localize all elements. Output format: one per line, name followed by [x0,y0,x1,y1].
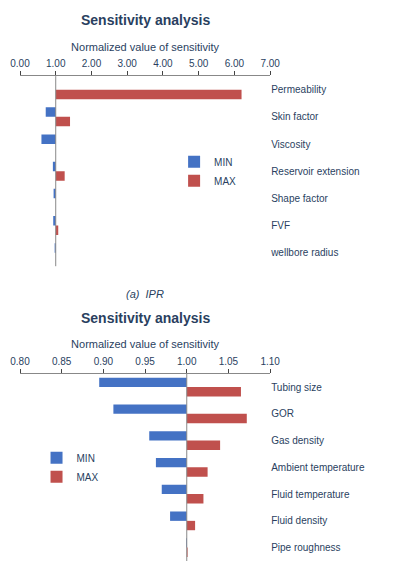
svg-text:(a) IPR: (a) IPR [126,288,164,300]
svg-text:Sensitivity analysis: Sensitivity analysis [81,310,210,326]
svg-text:Skin factor: Skin factor [271,111,319,122]
svg-text:Viscosity: Viscosity [271,139,310,150]
svg-text:1.05: 1.05 [219,356,239,367]
svg-text:Fluid density: Fluid density [271,515,327,526]
svg-text:Sensitivity analysis: Sensitivity analysis [81,12,210,28]
svg-text:MAX: MAX [214,176,236,187]
svg-text:GOR: GOR [271,408,294,419]
svg-text:Normalized value of sensitivit: Normalized value of sensitivity [71,41,219,53]
svg-text:MIN: MIN [214,157,232,168]
svg-text:Shape factor: Shape factor [271,193,328,204]
svg-text:3.00: 3.00 [117,58,137,69]
svg-text:0.80: 0.80 [10,356,30,367]
svg-text:Pipe roughness: Pipe roughness [271,542,341,553]
svg-text:1.00: 1.00 [177,356,197,367]
svg-text:Permeability: Permeability [271,84,326,95]
svg-text:0.00: 0.00 [10,58,30,69]
svg-text:6.00: 6.00 [225,58,245,69]
svg-text:5.00: 5.00 [189,58,209,69]
svg-text:MIN: MIN [77,453,95,464]
svg-text:0.95: 0.95 [135,356,155,367]
svg-text:Gas density: Gas density [271,435,324,446]
svg-text:0.90: 0.90 [94,356,114,367]
svg-text:Fluid temperature: Fluid temperature [271,489,350,500]
svg-text:Normalized value of sensitivit: Normalized value of sensitivity [71,338,219,350]
svg-text:FVF: FVF [271,220,290,231]
svg-text:2.00: 2.00 [82,58,102,69]
svg-text:4.00: 4.00 [153,58,173,69]
svg-text:Reservoir extension: Reservoir extension [271,166,359,177]
svg-text:7.00: 7.00 [260,58,280,69]
svg-text:1.00: 1.00 [46,58,66,69]
svg-text:MAX: MAX [77,472,99,483]
svg-text:Tubing size: Tubing size [271,382,322,393]
svg-text:wellbore radius: wellbore radius [270,247,338,258]
svg-text:1.10: 1.10 [260,356,280,367]
svg-text:0.85: 0.85 [52,356,72,367]
svg-text:Ambient temperature: Ambient temperature [271,462,365,473]
